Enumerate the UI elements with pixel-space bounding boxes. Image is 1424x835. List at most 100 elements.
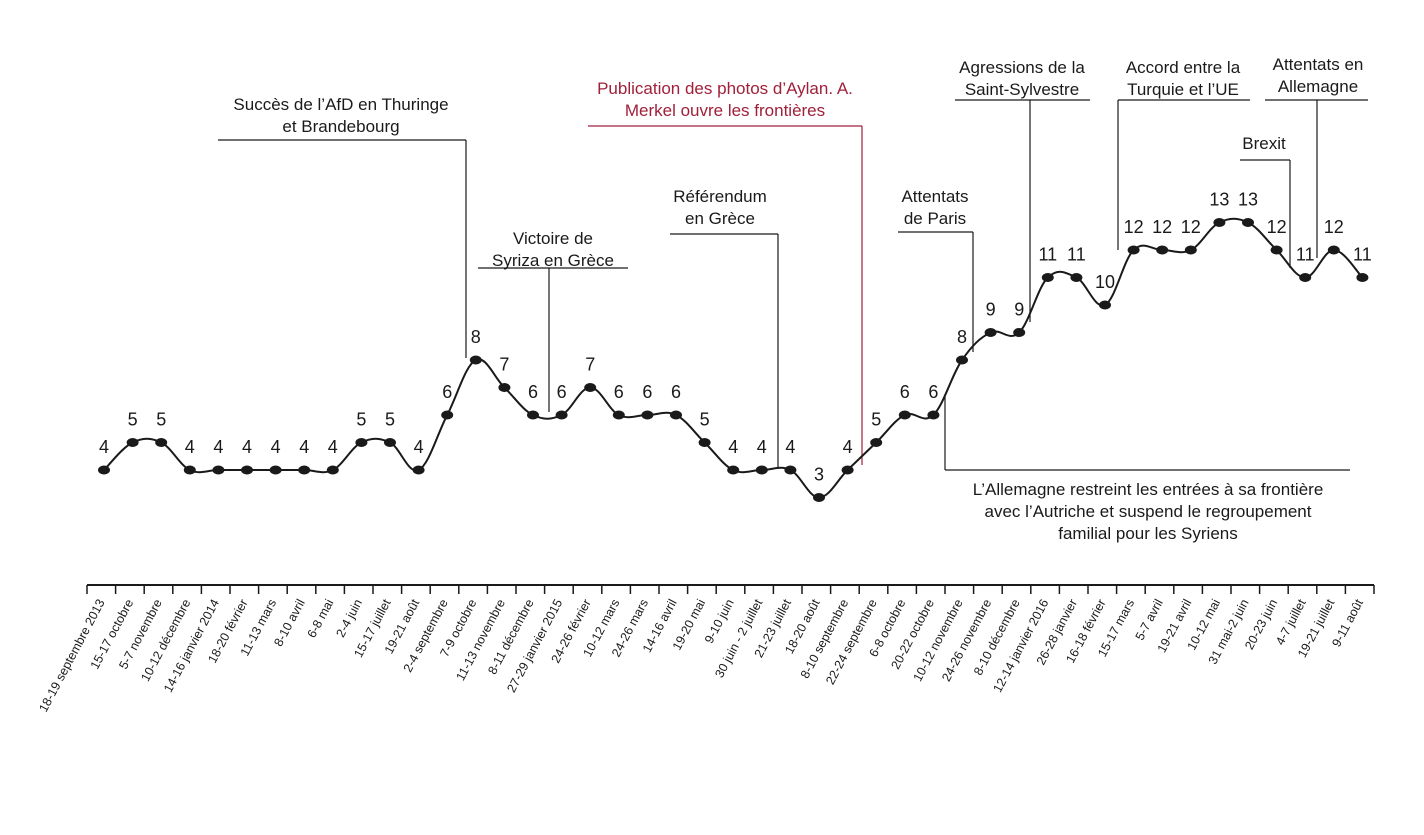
data-point <box>326 465 339 475</box>
data-label: 12 <box>1181 217 1201 237</box>
data-label: 11 <box>1038 245 1057 265</box>
data-point <box>1184 245 1197 255</box>
annotation-text: de Paris <box>904 209 966 228</box>
data-point <box>898 410 911 420</box>
data-point <box>727 465 740 475</box>
data-point <box>1327 245 1340 255</box>
data-label: 6 <box>928 382 938 402</box>
data-label: 6 <box>442 382 452 402</box>
data-label: 7 <box>499 355 509 375</box>
annotation: L’Allemagne restreint les entrées à sa f… <box>944 395 1350 543</box>
x-tick-label: 2-4 juin <box>333 597 365 640</box>
annotation: Brexit <box>1240 134 1291 268</box>
data-label: 10 <box>1095 272 1115 292</box>
annotation-text: Saint-Sylvestre <box>965 80 1079 99</box>
data-point <box>126 438 139 447</box>
data-point <box>412 465 425 475</box>
annotation-text: Brexit <box>1242 134 1286 153</box>
data-label: 8 <box>957 327 967 347</box>
x-tick-label: 6-8 mai <box>305 597 337 640</box>
annotations: Succès de l’AfD en Thuringe et Brandebour… <box>218 55 1368 543</box>
annotation-text: familial pour les Syriens <box>1058 524 1238 543</box>
data-point <box>1299 273 1312 282</box>
annotation-text: et Brandebourg <box>282 117 399 136</box>
data-label: 11 <box>1353 245 1372 265</box>
data-point <box>1041 273 1054 282</box>
data-point <box>927 410 940 420</box>
data-point <box>1213 218 1226 227</box>
data-point <box>813 493 825 502</box>
data-point <box>870 438 883 447</box>
data-point <box>183 465 196 475</box>
annotation: Attentats de Paris <box>898 187 974 352</box>
data-point <box>1070 273 1083 282</box>
data-point <box>984 328 997 337</box>
annotation: Attentats en Allemagne <box>1265 55 1368 258</box>
annotation: Publication des photos d’Aylan. A. Merkel… <box>588 79 863 465</box>
data-point <box>1127 245 1140 255</box>
data-point <box>956 355 968 365</box>
data-point <box>1013 328 1026 337</box>
data-label: 4 <box>414 437 424 457</box>
data-label: 4 <box>271 437 281 457</box>
data-label: 5 <box>356 410 366 430</box>
data-point <box>584 383 597 392</box>
annotation-text: Attentats <box>901 187 968 206</box>
data-point <box>384 438 396 447</box>
data-point <box>1156 245 1169 255</box>
data-point <box>241 465 253 475</box>
data-label: 6 <box>557 382 567 402</box>
annotation-text: Syriza en Grèce <box>492 251 614 270</box>
annotation-text: Allemagne <box>1278 77 1358 96</box>
annotation-text: Accord entre la <box>1126 58 1241 77</box>
data-label: 11 <box>1067 245 1086 265</box>
data-label: 4 <box>843 437 853 457</box>
data-point <box>212 465 225 475</box>
annotation: Accord entre la Turquie et l’UE <box>1117 58 1250 250</box>
annotation-text: Agressions de la <box>959 58 1085 77</box>
data-point <box>498 383 511 392</box>
data-label: 12 <box>1152 217 1172 237</box>
annotation-text: Victoire de <box>513 229 593 248</box>
annotation-text: avec l’Autriche et suspend le regroupeme… <box>985 502 1312 521</box>
data-label: 4 <box>328 437 338 457</box>
data-label: 4 <box>242 437 252 457</box>
data-point <box>784 465 797 475</box>
data-label: 4 <box>213 437 223 457</box>
data-label: 6 <box>900 382 910 402</box>
data-label: 9 <box>986 300 996 320</box>
data-point <box>298 465 311 475</box>
data-label: 12 <box>1324 217 1344 237</box>
data-point <box>698 438 711 447</box>
data-point <box>469 355 482 365</box>
data-point <box>1270 245 1283 255</box>
annotation-text: en Grèce <box>685 209 755 228</box>
data-label: 12 <box>1124 217 1144 237</box>
data-point <box>1242 218 1254 227</box>
annotation-text: Publication des photos d’Aylan. A. <box>597 79 853 98</box>
data-point <box>527 410 539 420</box>
data-point <box>612 410 625 420</box>
data-label: 7 <box>585 355 595 375</box>
annotation-text: Succès de l’AfD en Thuringe <box>233 95 448 114</box>
data-label: 4 <box>185 437 195 457</box>
data-point <box>269 465 282 475</box>
annotation: Succès de l’AfD en Thuringe et Brandebour… <box>218 95 467 358</box>
data-label: 4 <box>757 437 767 457</box>
annotation-text: Merkel ouvre les frontières <box>625 101 825 120</box>
data-label: 13 <box>1238 190 1258 210</box>
data-label: 4 <box>99 437 109 457</box>
annotation-text: Attentats en <box>1273 55 1364 74</box>
data-label: 5 <box>700 410 710 430</box>
data-point <box>1356 273 1369 282</box>
annotation: Victoire de Syriza en Grèce <box>478 229 628 412</box>
data-label: 11 <box>1296 245 1315 265</box>
data-point <box>355 438 368 447</box>
annotation-text: L’Allemagne restreint les entrées à sa f… <box>973 480 1324 499</box>
data-label: 6 <box>642 382 652 402</box>
annotation: Référendum en Grèce <box>670 187 779 468</box>
data-label: 4 <box>728 437 738 457</box>
